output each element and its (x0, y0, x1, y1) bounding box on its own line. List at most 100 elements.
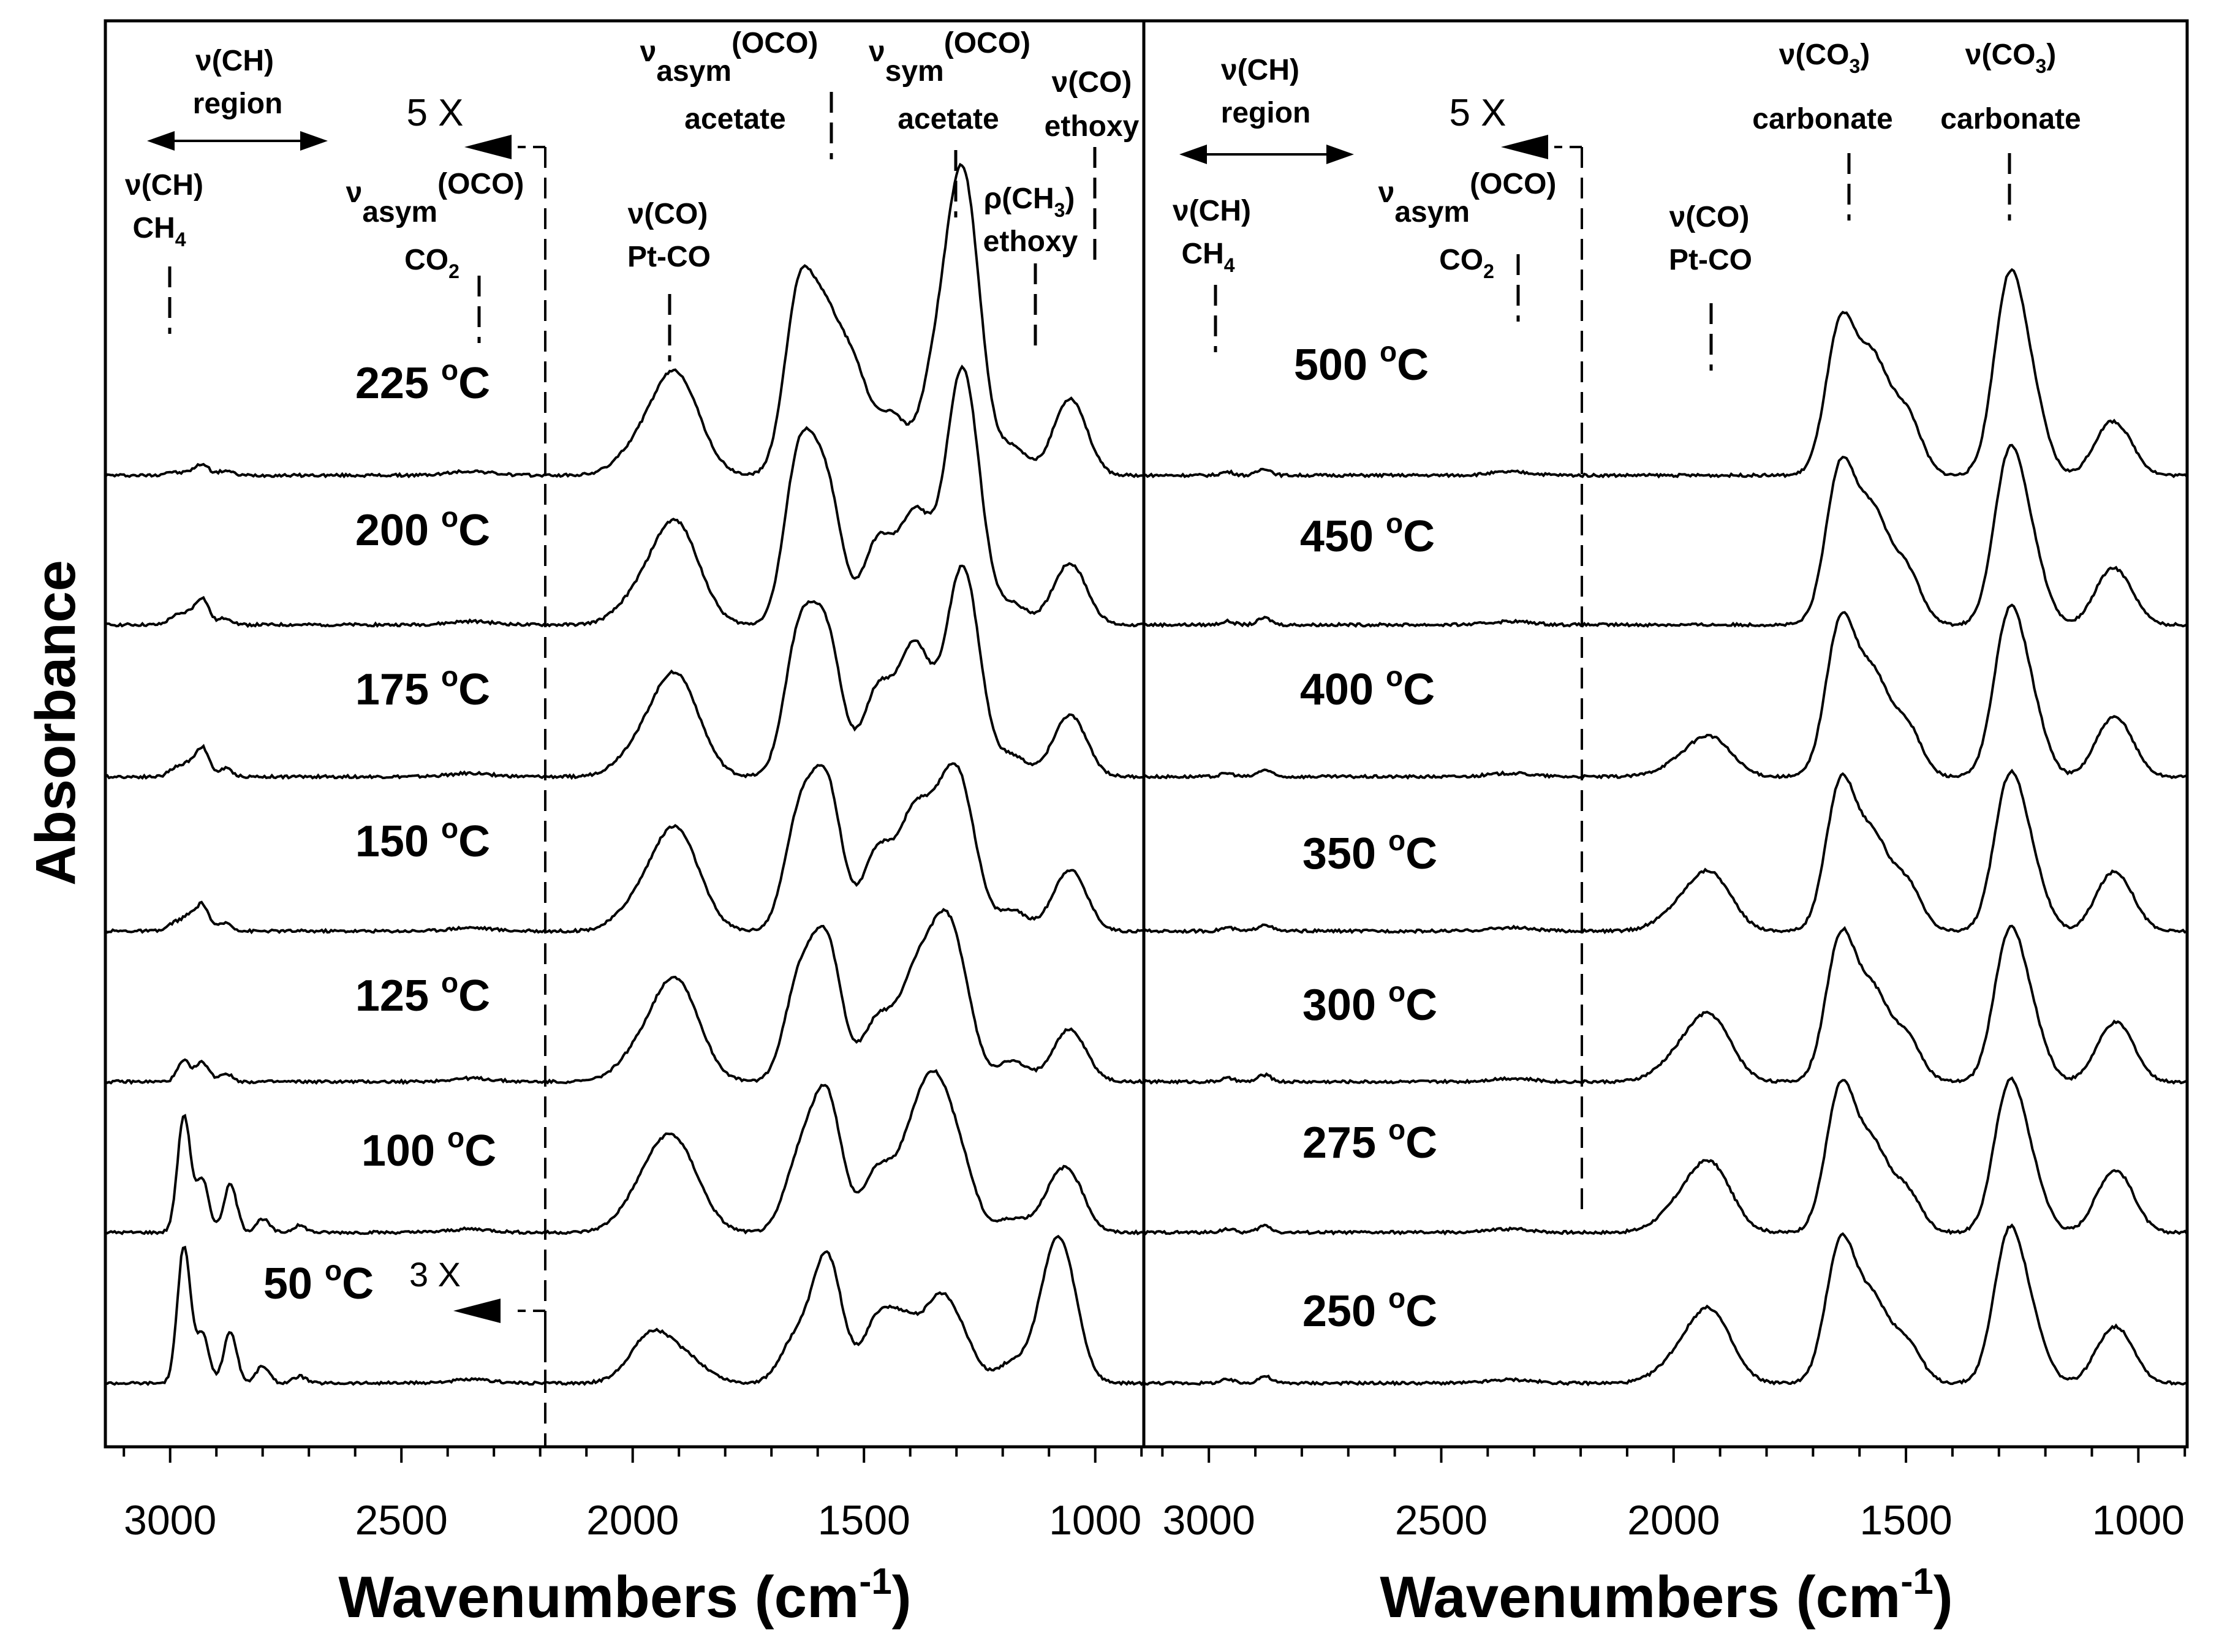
temperature-label-275: 275 oC (1302, 1114, 1437, 1167)
annot-sym-acetate-line1: νsym(OCO) (869, 27, 1030, 88)
temperature-label-400: 400 oC (1300, 660, 1435, 714)
temperature-label-250: 250 oC (1302, 1282, 1437, 1336)
x-tick-label: 1500 (1859, 1497, 1952, 1544)
x-tick-label: 3000 (1163, 1497, 1255, 1544)
x-label-right-main: Wavenumbers (cm (1380, 1564, 1900, 1630)
annot-sym-sub: sym (885, 55, 944, 88)
peak-markers (168, 92, 2011, 371)
annot-ch-region-line2-right: region (1221, 97, 1311, 129)
annot-ch4-line1-right: ν(CH) (1173, 195, 1251, 227)
x-tick-label: 1500 (818, 1497, 910, 1544)
annotations-left: ν(CH) region ν(CH) CH4 νasym(OCO) CO2 ν(… (125, 27, 1140, 282)
scale-break-markers (544, 147, 1583, 1447)
annot-co2-asym-left: asym (362, 196, 437, 228)
annot-ch4-text-left: CH (132, 212, 175, 244)
ch-region-arrow-left (147, 131, 328, 151)
scale-arrowhead-right-5x (1501, 135, 1548, 159)
y-axis-label: Absorbance (25, 560, 87, 886)
annot-co2-line1-left: νasym(OCO) (346, 168, 524, 228)
temperature-label-175: 175 oC (355, 660, 490, 714)
spectrum-line-450 (1143, 443, 2188, 628)
annot-ptco-line2-left: Pt-CO (627, 241, 711, 273)
annot-rho-ethoxy-line1: ρ(CH3) (984, 183, 1075, 221)
temperature-label-100: 100 oC (361, 1122, 496, 1175)
annot-asym-nu: ν (640, 36, 657, 68)
annot-ch4-line2-left: CH4 (132, 212, 186, 251)
spectra (104, 162, 2188, 1387)
annot-asym-acetate-line1: νasym(OCO) (640, 27, 818, 88)
ch-region-arrow-right (1179, 145, 1354, 164)
annot-carbonate1-close: ) (1860, 39, 1870, 71)
x-label-left-sup: -1 (859, 1561, 891, 1602)
x-axis-label-right: Wavenumbers (cm-1) (1380, 1561, 1952, 1630)
spectrum-line-125 (104, 908, 1144, 1085)
annot-co2-sub-right: 2 (1483, 260, 1494, 282)
spectrum-line-250 (1143, 1223, 2187, 1387)
x-tick-label: 2000 (586, 1497, 679, 1544)
x-tick-label: 3000 (124, 1497, 216, 1544)
spectrum-line-350 (1143, 768, 2187, 935)
annot-sym-oco: (OCO) (944, 27, 1030, 59)
annot-carbonate2-text: ν(CO (1965, 39, 2036, 71)
annot-ptco-line1-left: ν(CO) (628, 198, 708, 230)
annot-ptco-line1-right: ν(CO) (1669, 201, 1750, 233)
x-axis-label-left: Wavenumbers (cm-1) (338, 1561, 911, 1630)
temperature-label-150: 150 oC (355, 812, 490, 866)
temperature-labels: 225 oC 200 oC 175 oC 150 oC 125 oC 100 oC 50 o… (263, 336, 1437, 1336)
spectrum-line-400 (1143, 603, 2188, 780)
temperature-label-500: 500 oC (1294, 336, 1429, 390)
spectrum-line-300 (1143, 924, 2187, 1085)
x-label-right-close: ) (1934, 1564, 1953, 1630)
annot-co2-nu-right: ν (1378, 176, 1395, 209)
annot-co2-asym-right: asym (1394, 196, 1470, 228)
x-tick-label: 1000 (1049, 1497, 1141, 1544)
annot-co2-text-left: CO (404, 244, 448, 276)
annot-sym-nu: ν (869, 36, 885, 68)
spectrum-line-100 (105, 1069, 1144, 1235)
scale-label-right-5x: 5 X (1449, 92, 1506, 134)
annot-carbonate2-line2: carbonate (1940, 103, 2081, 135)
temperature-label-50: 50 oC (263, 1254, 374, 1308)
annot-co-ethoxy-line1: ν(CO) (1052, 66, 1132, 99)
spectrum-line-50 (105, 1234, 1144, 1386)
temperature-label-450: 450 oC (1300, 507, 1435, 561)
annotations-right: ν(CH) region ν(CH) CH4 νasym(OCO) CO2 ν(… (1173, 39, 2081, 282)
annot-asym-acetate-line2: acetate (684, 103, 785, 135)
temperature-label-350: 350 oC (1302, 824, 1437, 878)
annot-co2-oco-left: (OCO) (437, 168, 524, 200)
annot-ch4-line2-right: CH4 (1181, 238, 1234, 276)
plot-frame (104, 19, 2189, 1449)
annot-rho-text: ρ(CH (984, 183, 1054, 215)
temperature-label-225: 225 oC (355, 354, 490, 408)
annot-co2-oco-right: (OCO) (1470, 168, 1556, 200)
annot-co2-line2-left: CO2 (404, 244, 459, 282)
temperature-label-125: 125 oC (355, 967, 490, 1020)
annot-rho-sub: 3 (1054, 199, 1065, 221)
annot-ch4-sub-left: 4 (175, 228, 186, 251)
annot-co2-nu-left: ν (346, 176, 363, 209)
annot-sym-acetate-line2: acetate (898, 103, 999, 135)
scale-label-left-5x: 5 X (406, 92, 463, 134)
spectrum-line-500 (1143, 268, 2188, 479)
annot-carbonate2-sub: 3 (2035, 55, 2046, 77)
spectrum-line-175 (105, 564, 1144, 780)
annot-ch4-line1-left: ν(CH) (125, 169, 203, 202)
annot-asym-sub: asym (656, 55, 731, 88)
scale-arrowhead-left-5x (464, 135, 512, 159)
annot-carbonate1-line2: carbonate (1752, 103, 1892, 135)
annot-carbonate1-text: ν(CO (1779, 39, 1850, 71)
scale-label-3x: 3 X (409, 1255, 461, 1294)
annot-co2-line2-right: CO2 (1439, 244, 1494, 282)
annot-carbonate1-sub: 3 (1849, 55, 1860, 77)
spectrum-line-225 (104, 162, 1144, 479)
scale-arrows (518, 146, 1582, 1372)
annot-carbonate1-line1: ν(CO3) (1779, 39, 1870, 77)
temperature-label-200: 200 oC (355, 501, 490, 555)
x-tick-label: 2000 (1627, 1497, 1720, 1544)
annot-co2-text-right: CO (1439, 244, 1483, 276)
annot-ch-region-line1-left: ν(CH) (195, 45, 274, 77)
x-tick-label: 2500 (355, 1497, 448, 1544)
scale-arrowhead-3x (453, 1299, 501, 1323)
x-label-right-sup: -1 (1900, 1561, 1933, 1602)
